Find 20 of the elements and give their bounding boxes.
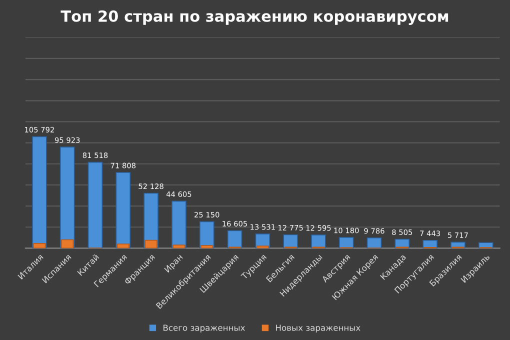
bar: [227, 230, 242, 248]
bar: [172, 244, 186, 248]
bar: [256, 246, 269, 248]
bar: [88, 162, 103, 248]
bar: [144, 240, 158, 248]
bar: [366, 237, 382, 248]
bar: [32, 136, 47, 248]
bar: [200, 245, 214, 248]
bar: [311, 234, 326, 248]
legend-label: Новых зараженных: [276, 324, 360, 332]
bar: [283, 234, 298, 248]
legend-label: Всего зараженных: [164, 324, 245, 332]
bar: [61, 239, 74, 248]
bar: [116, 244, 130, 248]
bar: [172, 200, 186, 248]
bar: [60, 146, 75, 248]
chart-title: Топ 20 стран по заражению коронавирусом: [60, 10, 448, 25]
bar: [338, 237, 354, 248]
bar: [33, 243, 46, 248]
bar: [116, 172, 131, 248]
